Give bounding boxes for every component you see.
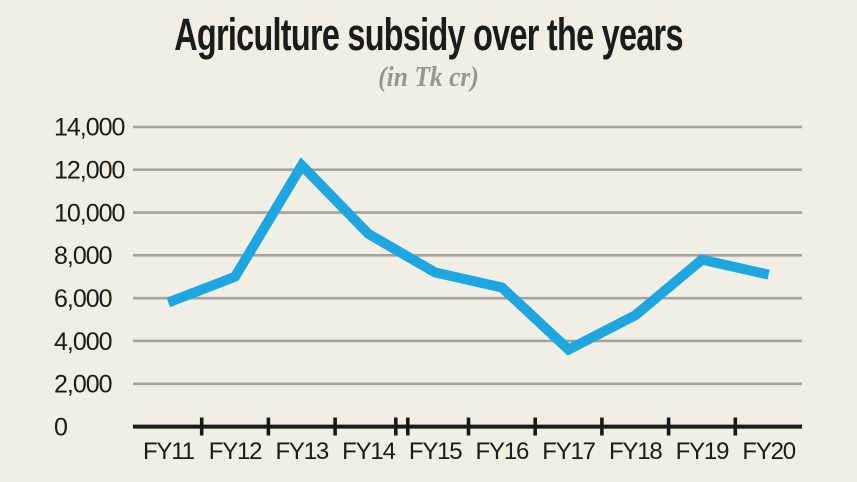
x-axis-label-FY15: FY15 (409, 438, 462, 465)
y-axis-label-10000: 10,000 (54, 199, 125, 227)
chart-subtitle: (in Tk cr) (378, 61, 479, 93)
x-axis-label-FY12: FY12 (209, 438, 262, 465)
x-axis-label-FY13: FY13 (275, 438, 328, 465)
y-axis-label-0: 0 (54, 413, 67, 441)
x-axis-label-FY19: FY19 (676, 438, 729, 465)
x-axis-label-FY18: FY18 (609, 438, 662, 465)
y-axis-label-4000: 4,000 (54, 328, 112, 356)
y-axis-label-14000: 14,000 (54, 114, 125, 142)
y-axis-label-8000: 8,000 (54, 242, 112, 270)
x-axis-label-FY17: FY17 (542, 438, 595, 465)
subsidy-line (166, 157, 770, 356)
x-axis-label-FY14: FY14 (342, 438, 395, 465)
x-axis-label-FY16: FY16 (476, 438, 529, 465)
y-axis-label-2000: 2,000 (54, 371, 112, 399)
x-axis-label-FY11: FY11 (143, 438, 195, 465)
y-axis-label-12000: 12,000 (54, 157, 125, 185)
y-axis-label-6000: 6,000 (54, 285, 112, 313)
x-axis-label-FY20: FY20 (742, 438, 795, 465)
chart-title: Agriculture subsidy over the years (174, 9, 683, 60)
